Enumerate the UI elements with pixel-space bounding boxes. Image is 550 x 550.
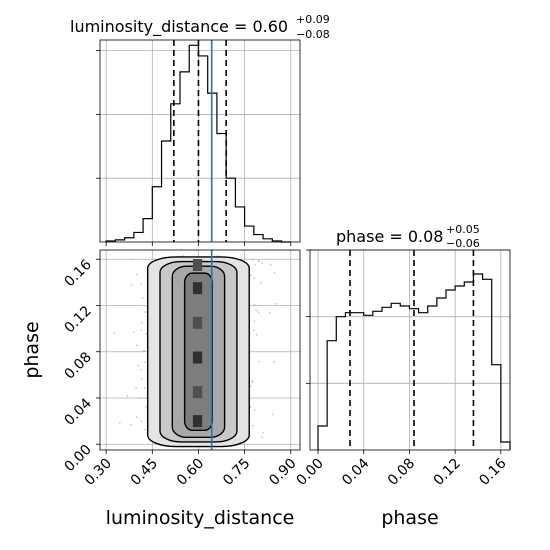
sample-point: [139, 397, 142, 399]
sample-point: [253, 409, 256, 411]
sample-point: [131, 258, 134, 261]
sample-point: [258, 360, 260, 363]
sample-point: [143, 311, 146, 313]
histogram-step-line: [317, 273, 511, 450]
xlabel-phase: phase: [381, 507, 438, 529]
x-tick-label: 0.45: [128, 456, 161, 489]
sample-point: [262, 431, 264, 434]
density-core-cell: [192, 259, 203, 272]
sample-point: [135, 387, 138, 389]
sample-point: [269, 263, 272, 266]
x-tick-label: 0.12: [431, 456, 464, 489]
sample-point: [273, 360, 275, 363]
y-tick-label: 0.08: [61, 349, 94, 382]
sample-point: [144, 397, 147, 400]
panel-frame: [309, 249, 511, 451]
sample-point: [113, 332, 115, 334]
x-tick-label: 0.16: [476, 455, 509, 488]
sample-point: [268, 311, 271, 314]
sample-point: [135, 344, 138, 347]
x-tick-label: 0.08: [385, 456, 418, 489]
xlabel-luminosity: luminosity_distance: [106, 507, 295, 529]
sample-point: [261, 262, 264, 265]
density-core-cell: [192, 415, 203, 428]
sample-point: [126, 394, 129, 397]
sample-point: [133, 331, 135, 334]
sample-point: [140, 329, 143, 331]
sample-point: [140, 420, 143, 423]
x-tick-label: 0.90: [266, 456, 299, 489]
sample-point: [261, 436, 264, 439]
sample-point: [249, 385, 252, 388]
density-core-cell: [192, 316, 203, 329]
sample-point: [143, 349, 146, 352]
sample-point: [253, 277, 256, 280]
sample-point: [257, 259, 260, 262]
x-tick-label: 0.75: [220, 456, 253, 489]
sample-point: [141, 378, 143, 380]
sample-point: [253, 320, 256, 323]
sample-point: [273, 271, 276, 274]
title-phase-minus: −0.06: [446, 237, 480, 250]
title-luminosity-minus: −0.08: [296, 28, 330, 41]
sample-point: [253, 304, 256, 306]
sample-point: [130, 424, 133, 426]
sample-point: [130, 284, 133, 287]
sample-point: [137, 364, 140, 367]
joint-posterior-panel: 0.30 0.45 0.60 0.75 0.900.000.040.080.120.16: [61, 249, 301, 489]
sample-point: [143, 428, 146, 431]
sample-point: [135, 416, 138, 419]
sample-point: [260, 281, 262, 284]
y-tick-label: 0.04: [61, 395, 94, 428]
sample-point: [143, 387, 146, 390]
sample-point: [118, 422, 121, 424]
sample-point: [144, 406, 147, 408]
sample-point: [140, 283, 142, 286]
sample-point: [252, 424, 255, 427]
sample-point: [251, 380, 254, 383]
ylabel-phase: phase: [21, 321, 43, 378]
density-core-cell: [192, 282, 203, 295]
x-tick-label: 0.04: [339, 455, 372, 488]
sample-point: [255, 309, 258, 312]
title-luminosity-plus: +0.09: [296, 13, 330, 26]
sample-point: [141, 296, 144, 299]
sample-point: [255, 334, 258, 336]
density-core-cell: [192, 386, 203, 399]
y-tick-label: 0.12: [61, 303, 94, 336]
sample-point: [135, 273, 138, 276]
sample-point: [145, 332, 148, 335]
sample-point: [254, 263, 257, 266]
sample-point: [250, 274, 253, 277]
sample-point: [252, 329, 255, 332]
phase-histogram-panel: 0.00 0.04 0.08 0.12 0.16: [293, 249, 511, 489]
sample-point: [257, 311, 260, 314]
sample-point: [144, 361, 147, 364]
title-luminosity: luminosity_distance = 0.60: [70, 17, 288, 37]
sample-point: [252, 258, 255, 261]
density-core-cell: [192, 351, 203, 364]
sample-point: [140, 368, 143, 371]
sample-point: [271, 413, 274, 416]
luminosity-histogram-panel: [96, 39, 301, 246]
x-tick-label: 0.60: [174, 456, 207, 489]
sample-point: [275, 303, 277, 305]
sample-point: [141, 321, 143, 324]
panel-frame: [99, 39, 301, 243]
panel-frame: [99, 249, 301, 451]
y-tick-label: 0.16: [61, 257, 94, 290]
title-phase: phase = 0.08: [336, 227, 443, 246]
x-tick-label: 0.00: [293, 456, 326, 489]
title-phase-plus: +0.05: [446, 223, 480, 236]
